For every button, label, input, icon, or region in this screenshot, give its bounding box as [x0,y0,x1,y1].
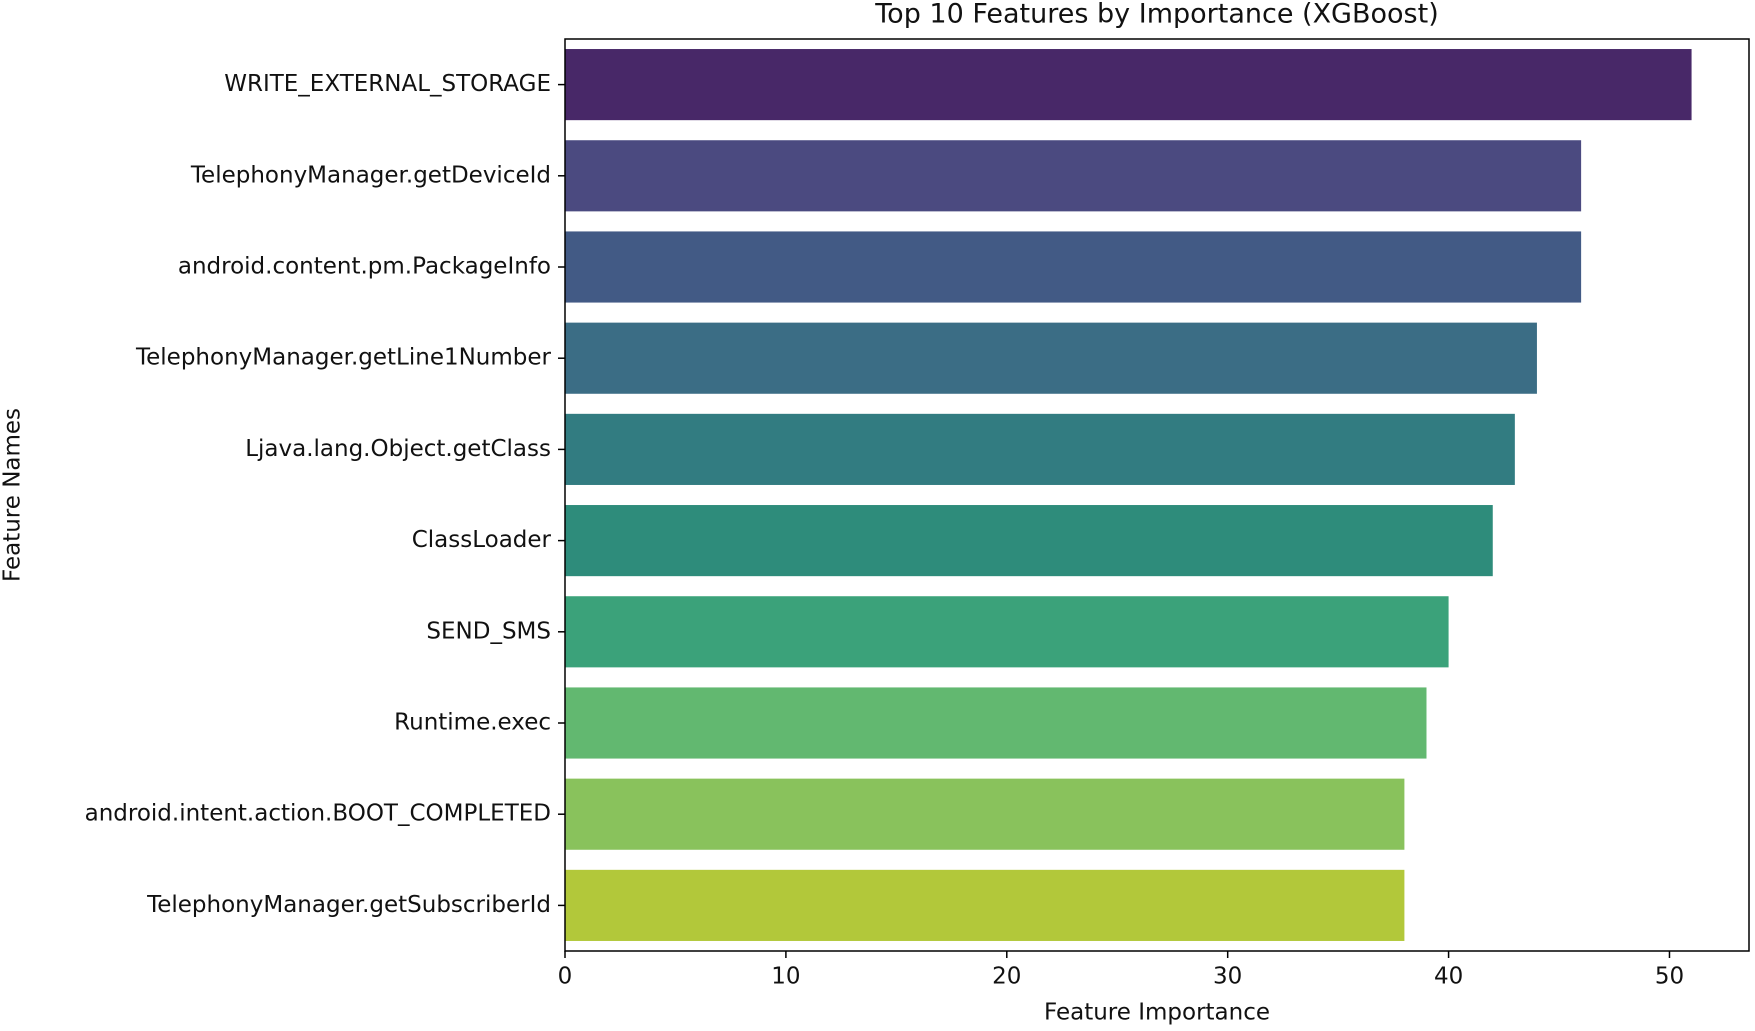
bar [565,505,1493,577]
bar [565,869,1405,941]
bar [565,140,1582,212]
y-tick-label: android.intent.action.BOOT_COMPLETED [85,801,551,827]
x-tick-label: 30 [1213,964,1242,990]
plot-frame [564,38,1750,952]
x-axis-label: Feature Importance [1044,1000,1270,1026]
x-tick-label: 40 [1434,964,1463,990]
chart-title: Top 10 Features by Importance (XGBoost) [874,0,1438,30]
y-tick-label: TelephonyManager.getDeviceId [190,162,551,188]
x-tick-label: 0 [558,964,573,990]
y-tick-label: TelephonyManager.getLine1Number [135,345,552,371]
bar [565,596,1449,668]
bar [565,231,1582,303]
bar [565,49,1692,121]
bar [565,413,1515,485]
y-tick-label: SEND_SMS [426,618,551,644]
x-tick-label: 20 [992,964,1021,990]
y-tick-label: ClassLoader [412,527,552,553]
y-tick-label: WRITE_EXTERNAL_STORAGE [224,71,551,97]
bar [565,322,1537,394]
x-tick-label: 10 [771,964,800,990]
y-tick-label: Ljava.lang.Object.getClass [245,436,551,462]
bar [565,687,1427,759]
y-tick-label: TelephonyManager.getSubscriberId [146,892,551,918]
bar [565,778,1405,850]
x-tick-label: 50 [1655,964,1684,990]
y-tick-label: android.content.pm.PackageInfo [178,254,551,280]
y-tick-label: Runtime.exec [394,710,551,736]
y-axis-label: Feature Names [0,408,26,582]
